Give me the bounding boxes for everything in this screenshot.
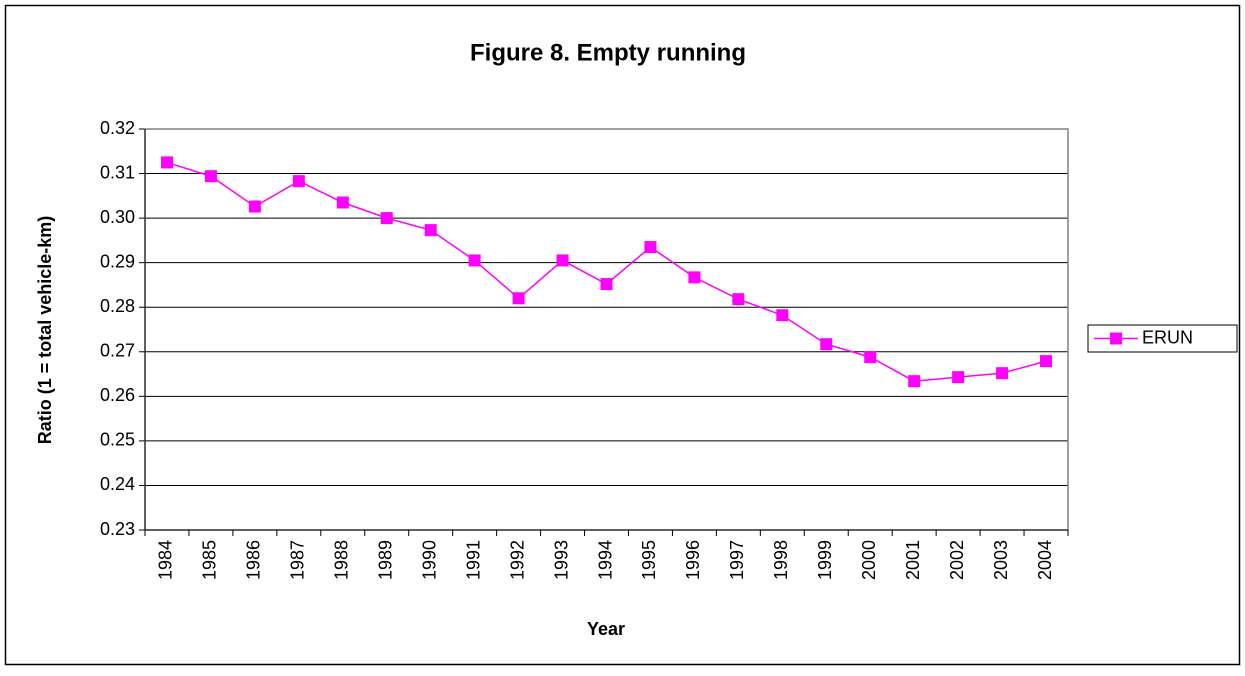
x-tick-label: 1991 [463, 540, 483, 580]
x-tick-label: 2001 [903, 540, 923, 580]
y-tick-label: 0.26 [100, 385, 135, 405]
point [160, 156, 173, 169]
x-tick-label: 1987 [288, 540, 308, 580]
point [864, 351, 877, 364]
point [996, 367, 1009, 380]
x-tick-label: 1995 [639, 540, 659, 580]
x-tick-label: 1985 [200, 540, 220, 580]
x-tick-label: 1999 [815, 540, 835, 580]
x-tick-label: 1996 [683, 540, 703, 580]
y-tick-label: 0.31 [100, 162, 135, 182]
x-tick-label: 2000 [859, 540, 879, 580]
x-tick-label: 1984 [156, 540, 176, 580]
y-tick-label: 0.29 [100, 251, 135, 271]
point [820, 338, 833, 351]
x-tick-label: 1998 [771, 540, 791, 580]
point [688, 271, 701, 284]
x-tick-label: 1992 [507, 540, 527, 580]
y-tick-label: 0.24 [100, 474, 135, 494]
point [336, 196, 349, 209]
point [248, 200, 261, 213]
y-tick-label: 0.23 [100, 519, 135, 539]
point [556, 254, 569, 267]
point [732, 293, 745, 306]
point [204, 170, 217, 183]
point [512, 292, 525, 305]
x-tick-label: 1986 [244, 540, 264, 580]
point [380, 212, 393, 225]
plot-area [145, 129, 1068, 530]
x-tick-label: 1989 [375, 540, 395, 580]
x-tick-label: 1997 [727, 540, 747, 580]
x-tick-label: 2002 [947, 540, 967, 580]
point [644, 241, 657, 254]
y-tick-label: 0.27 [100, 341, 135, 361]
chart-title: Figure 8. Empty running [470, 39, 746, 66]
legend-label: ERUN [1142, 327, 1193, 347]
x-tick-label: 1993 [551, 540, 571, 580]
x-tick-label: 1994 [595, 540, 615, 580]
point [600, 278, 613, 291]
legend-marker [1110, 332, 1122, 345]
x-tick-label: 1988 [332, 540, 352, 580]
y-tick-label: 0.25 [100, 430, 135, 450]
y-axis-title: Ratio (1 = total vehicle-km) [35, 216, 55, 445]
point [908, 375, 921, 388]
point [1040, 355, 1053, 368]
point [952, 371, 965, 384]
point [292, 175, 305, 188]
x-tick-label: 1990 [419, 540, 439, 580]
point [468, 254, 481, 267]
point [776, 309, 789, 322]
y-tick-label: 0.30 [100, 207, 135, 227]
y-tick-label: 0.28 [100, 296, 135, 316]
point [424, 224, 437, 237]
x-tick-label: 2004 [1035, 540, 1055, 580]
x-axis-title: Year [587, 619, 625, 639]
y-tick-label: 0.32 [100, 118, 135, 138]
x-tick-label: 2003 [991, 540, 1011, 580]
